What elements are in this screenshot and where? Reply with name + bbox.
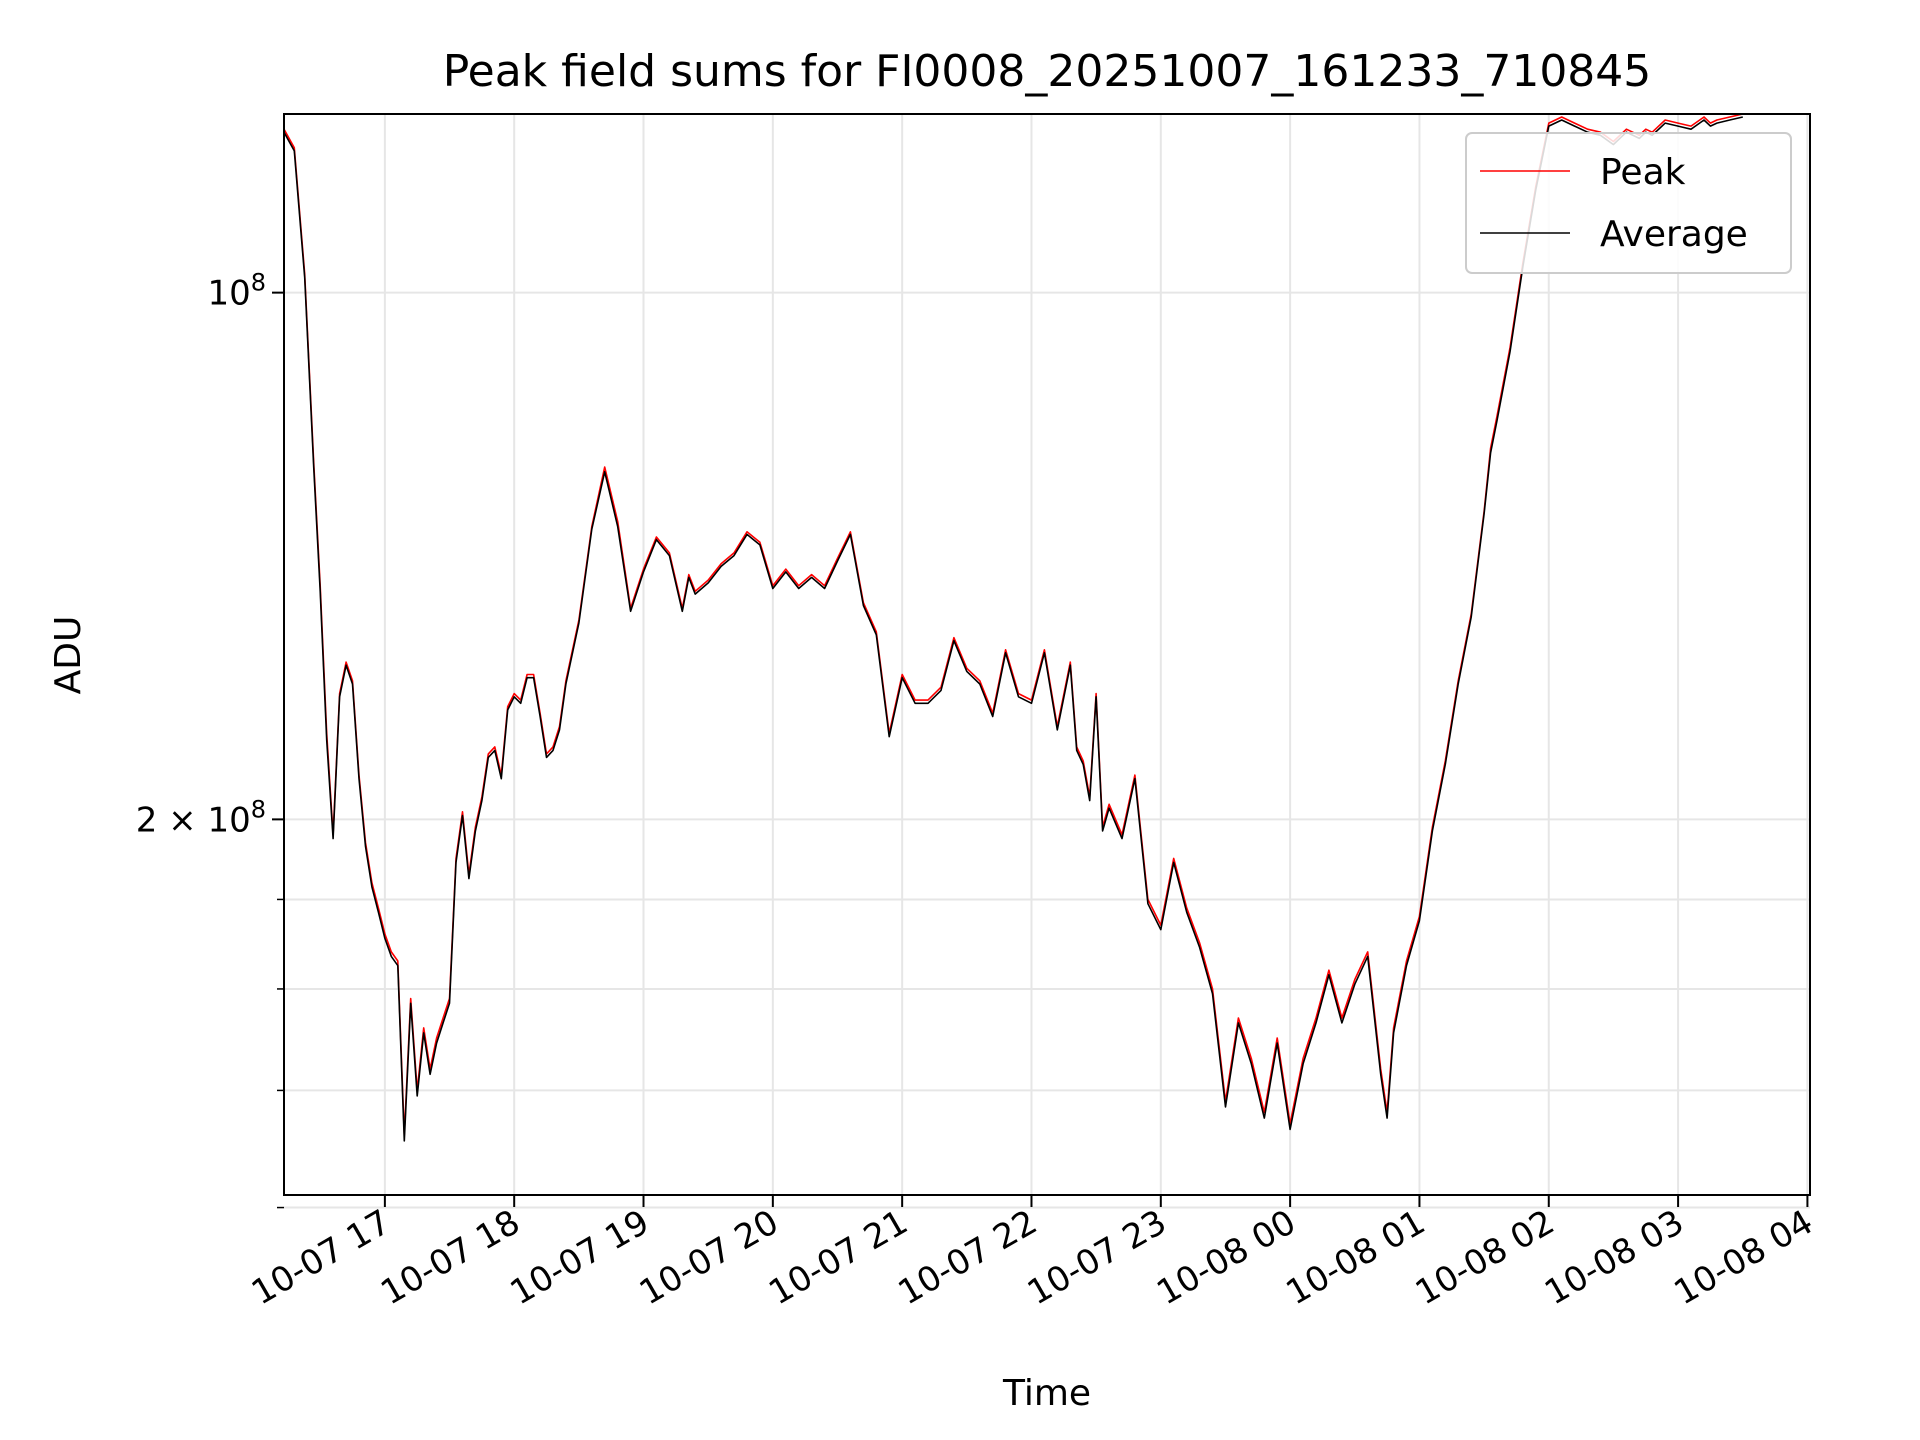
plot-frame	[283, 113, 1811, 1196]
y-tick-label: 108	[207, 269, 266, 314]
y-tick-label: 2 × 108	[136, 795, 266, 840]
y-axis-ticks: 2 × 108 108	[136, 269, 284, 1209]
legend-label-average: Average	[1600, 214, 1748, 255]
y-axis-label: ADU	[48, 616, 89, 695]
legend-box	[1465, 132, 1792, 274]
grid	[284, 114, 1810, 1209]
chart-title: Peak field sums for FI0008_20251007_1612…	[443, 46, 1652, 97]
legend-label-peak: Peak	[1600, 152, 1686, 193]
legend: Peak Average	[1465, 132, 1792, 274]
series-average-line	[284, 116, 1743, 1142]
x-axis-label: Time	[1002, 1373, 1091, 1414]
plot-lines	[284, 114, 1743, 1142]
